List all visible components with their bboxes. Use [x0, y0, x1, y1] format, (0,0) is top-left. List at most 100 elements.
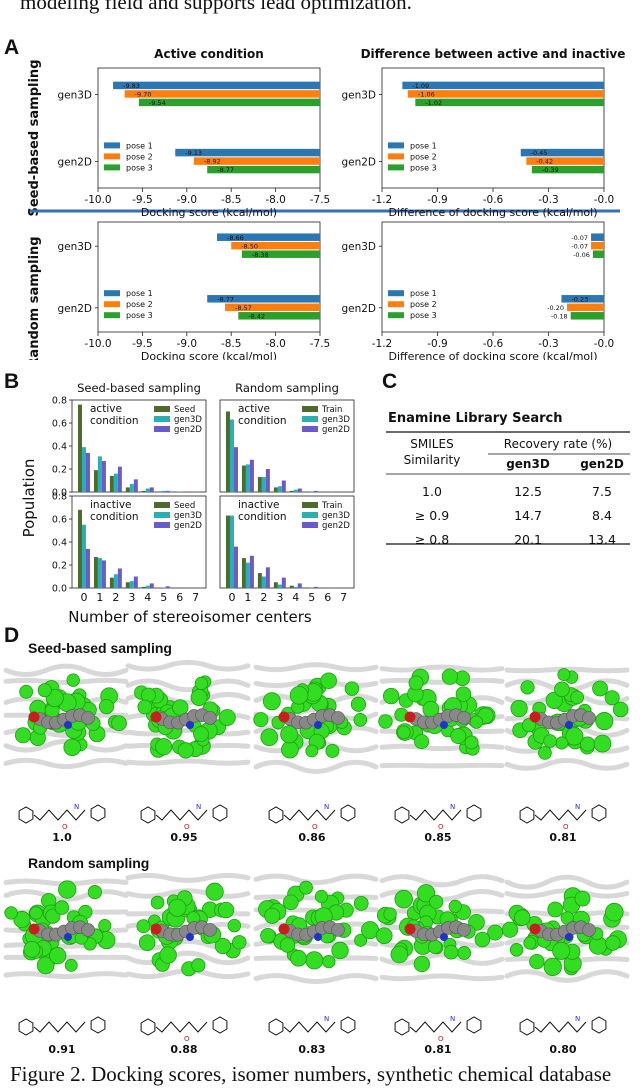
panel-d-seed-title: Seed-based sampling	[28, 640, 172, 656]
row-label-random: Random sampling	[27, 236, 42, 360]
x-tick-label: -7.5	[310, 194, 331, 206]
oxygen-atom	[529, 923, 541, 935]
panel-b-figure: Population Number of stereoisomer center…	[20, 381, 355, 626]
molecule-ring	[212, 1016, 228, 1034]
ligand-atom	[331, 923, 345, 937]
bar-Seed	[125, 582, 130, 588]
residue-sphere	[214, 937, 231, 955]
residue-sphere	[543, 957, 562, 976]
x-tick-label: -10.0	[84, 338, 111, 350]
protein-ribbon	[504, 757, 630, 771]
bar-value-label: -9.13	[185, 149, 202, 157]
residue-sphere	[529, 953, 545, 970]
molecule-chain	[283, 1021, 336, 1033]
chart-annotation: condition	[90, 511, 139, 523]
ligand-atom	[457, 923, 471, 937]
residue-sphere	[190, 689, 208, 706]
panel-label-d: D	[4, 624, 20, 647]
molecule-ring	[519, 1018, 535, 1036]
bar-pose-1	[207, 295, 320, 303]
chart-seed-active: Active condition -10.0 -9.5 -9.0 -8.5 -8.0 -7.…	[57, 47, 330, 219]
x-tick-label: -0.6	[483, 338, 504, 350]
x-tick-label: 5	[308, 591, 315, 604]
nitrogen-atom	[314, 721, 322, 729]
legend-swatch	[154, 406, 170, 412]
table-subheader-gen3d: gen3D	[506, 457, 550, 471]
molecule-ring	[591, 804, 607, 822]
bar-gen3D	[229, 515, 234, 588]
table-header-smiles: SMILES	[410, 437, 453, 451]
residue-sphere	[514, 909, 531, 926]
protein-ribbon	[379, 677, 505, 685]
similarity-score: 0.95	[170, 831, 197, 844]
residue-sphere	[191, 958, 206, 973]
bar-gen2D	[281, 577, 286, 588]
y-tick-label: 0.0	[52, 584, 67, 595]
residue-sphere	[64, 958, 78, 972]
x-tick-label: -0.3	[538, 194, 559, 206]
residue-sphere	[354, 933, 368, 947]
legend-label: gen2D	[174, 425, 202, 435]
x-tick-label: 1	[244, 591, 251, 604]
bar-Train	[225, 411, 230, 492]
bar-pose-3	[531, 165, 604, 174]
residue-sphere	[397, 725, 411, 740]
bar-gen2D	[265, 469, 270, 492]
oxygen-atom	[150, 923, 162, 935]
protein-ribbon	[125, 950, 251, 966]
category-label: gen3D	[341, 241, 376, 253]
bar-pose-2	[526, 157, 604, 165]
molecule-chain	[283, 809, 336, 821]
molecule-ring	[268, 806, 284, 824]
bar-gen2D	[249, 459, 254, 492]
bar-gen3D	[261, 477, 266, 492]
chart-random-active: -10.0 -9.5 -9.0 -8.5 -8.0 -7.5 Docking score (…	[57, 221, 330, 360]
bar-value-label: -8.38	[252, 251, 269, 259]
bar-gen3D	[129, 581, 134, 588]
table-cell: ≥ 0.9	[415, 508, 449, 523]
molecule-ring	[394, 1018, 410, 1036]
ligand-atom	[203, 711, 217, 725]
chart-title: Active condition	[154, 47, 264, 61]
legend-label: pose 2	[410, 300, 437, 309]
ligand-atom	[81, 923, 95, 937]
legend-label: Seed	[174, 405, 195, 415]
bar-Train	[289, 490, 294, 492]
bar-pose-1	[591, 233, 604, 241]
protein-ribbon	[125, 727, 251, 737]
chart-annotation: active	[90, 403, 122, 415]
residue-sphere	[523, 936, 537, 950]
bar-gen3D	[309, 491, 314, 492]
bar-value-label: -8.66	[227, 234, 244, 242]
residue-sphere	[150, 895, 165, 910]
residue-sphere	[314, 889, 329, 904]
x-tick-label: 7	[192, 591, 199, 604]
ligand-atom	[582, 923, 596, 937]
chart-annotation: condition	[90, 415, 139, 427]
bar-gen3D	[129, 483, 134, 492]
table-header-similarity: Similarity	[404, 453, 461, 467]
legend-label: pose 1	[410, 289, 437, 298]
y-tick-label: 0.0	[52, 488, 67, 499]
bar-pose-3	[207, 165, 320, 174]
residue-sphere	[464, 735, 479, 750]
bar-pose-1	[561, 295, 604, 303]
residue-sphere	[521, 718, 537, 733]
molecule-ring	[466, 804, 482, 822]
residue-sphere	[98, 699, 115, 715]
molecule-ring	[519, 806, 535, 824]
protein-ribbon	[125, 758, 251, 766]
plot-frame	[219, 399, 355, 493]
legend-label: pose 3	[410, 163, 437, 172]
bar-pose-2	[567, 303, 604, 312]
bar-value-label: -1.09	[412, 82, 429, 90]
nitrogen-atom	[440, 933, 448, 941]
panel-label-a: A	[4, 36, 20, 59]
protein-ribbon	[3, 677, 129, 685]
bar-gen3D	[293, 489, 298, 492]
panel-d-random-title: Random sampling	[28, 855, 150, 871]
residue-sphere	[565, 727, 584, 746]
x-tick-label: 4	[144, 591, 151, 604]
x-tick-label: -8.5	[221, 338, 242, 350]
atom-label: N	[575, 803, 580, 811]
